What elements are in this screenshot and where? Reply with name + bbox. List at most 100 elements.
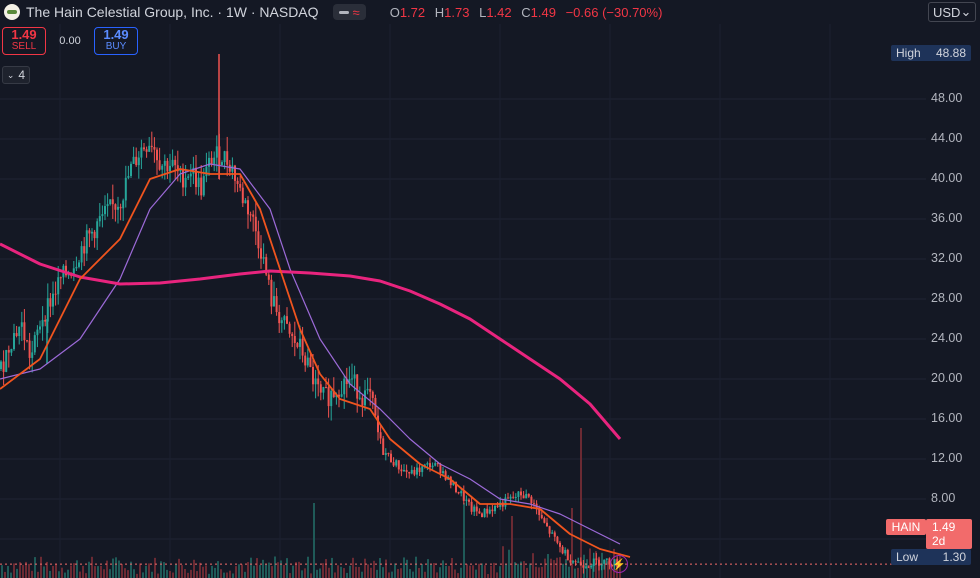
candle-body <box>444 471 447 480</box>
volume-bar <box>421 563 423 578</box>
candle-body <box>150 145 153 147</box>
volume-bar <box>349 565 351 578</box>
volume-bar <box>28 563 30 578</box>
candle-body <box>28 340 31 358</box>
volume-bar <box>112 558 114 578</box>
buy-button[interactable]: 1.49 BUY <box>94 27 138 55</box>
volume-bar <box>484 565 486 578</box>
volume-bar <box>166 569 168 578</box>
volume-bar <box>34 557 36 578</box>
volume-bar <box>283 564 285 578</box>
volume-bar <box>553 560 555 578</box>
candle-body <box>132 156 135 164</box>
volume-bar <box>460 567 462 578</box>
candle-body <box>356 374 359 399</box>
candle-body <box>65 265 67 276</box>
candle-body <box>249 214 252 216</box>
candle-body <box>384 453 387 455</box>
candle-body <box>364 390 366 406</box>
volume-bar <box>550 558 552 578</box>
candle-body <box>494 505 496 512</box>
candle-body <box>408 471 411 474</box>
volume-bar <box>136 573 138 578</box>
candle-body <box>57 277 60 295</box>
volume-bar <box>157 573 159 578</box>
candle-body <box>239 183 242 188</box>
sell-button[interactable]: 1.49 SELL <box>2 27 46 55</box>
candle-body <box>200 177 203 196</box>
volume-bar <box>394 563 396 578</box>
company-logo <box>4 4 20 20</box>
volume-bar <box>235 566 237 578</box>
volume-bar <box>220 569 222 578</box>
high-tag-label: High <box>896 46 921 60</box>
candle-body <box>488 509 491 514</box>
volume-bar <box>427 559 429 578</box>
volume-bar <box>289 573 291 578</box>
candle-body <box>153 146 156 150</box>
volume-bar <box>502 546 504 578</box>
volume-bar <box>409 569 411 578</box>
indicators-toggle[interactable]: ⌄ 4 <box>2 66 30 84</box>
y-tick-label: 48.00 <box>931 91 963 105</box>
candle-body <box>504 497 507 507</box>
volume-bar <box>7 566 9 578</box>
volume-bar <box>262 559 264 578</box>
candle-body <box>195 167 197 188</box>
candle-body <box>520 491 522 496</box>
volume-bar <box>490 565 492 578</box>
volume-bar <box>352 557 354 578</box>
volume-bar <box>346 572 348 578</box>
volume-bar <box>49 570 51 578</box>
y-tick-label: 28.00 <box>931 291 963 305</box>
buy-price: 1.49 <box>103 27 129 42</box>
candle-body <box>338 394 340 397</box>
candle-body <box>348 378 351 385</box>
candle-body <box>33 335 36 353</box>
candle-body <box>332 390 335 398</box>
volume-bar <box>61 567 63 578</box>
volume-bar <box>577 567 579 578</box>
close-value: 1.49 <box>530 4 556 20</box>
wave-icon: ≈ <box>352 4 360 20</box>
volume-bar <box>169 570 171 578</box>
lightning-icon[interactable]: ⚡ <box>610 555 628 573</box>
volume-bar <box>91 556 93 578</box>
volume-bar <box>118 560 120 578</box>
symbol-title[interactable]: The Hain Celestial Group, Inc. · 1W · NA… <box>26 4 319 20</box>
y-tick-label: 24.00 <box>931 331 963 345</box>
ma-short-line <box>0 168 631 558</box>
candle-body <box>379 432 382 439</box>
volume-bar <box>307 556 309 578</box>
candle-body <box>39 326 41 330</box>
candle-body <box>304 355 307 366</box>
candle-body <box>566 549 569 561</box>
candle-body <box>481 513 483 518</box>
candle-body <box>564 549 567 554</box>
visibility-toggle[interactable]: ≈ <box>332 4 366 20</box>
volume-bar <box>256 558 258 578</box>
volume-bar <box>532 553 534 578</box>
currency-select[interactable]: USD ⌄ <box>928 2 976 22</box>
candle-body <box>551 532 554 534</box>
ma-mid-line <box>0 163 621 545</box>
candle-body <box>514 496 517 498</box>
volume-bar <box>175 564 177 578</box>
volume-bar <box>316 569 318 578</box>
volume-bar <box>604 560 606 578</box>
volume-bar <box>322 563 324 578</box>
volume-bar <box>67 569 69 578</box>
candle-body <box>538 508 541 516</box>
volume-bar <box>436 572 438 578</box>
candle-body <box>309 357 312 367</box>
volume-bar <box>499 566 501 578</box>
candle-body <box>426 463 429 465</box>
volume-bar <box>127 570 129 578</box>
volume-bar <box>568 566 570 578</box>
volume-bar <box>415 556 417 578</box>
candle-body <box>400 469 403 472</box>
volume-bar <box>19 562 21 578</box>
candle-body <box>395 460 398 466</box>
volume-bar <box>109 569 111 578</box>
